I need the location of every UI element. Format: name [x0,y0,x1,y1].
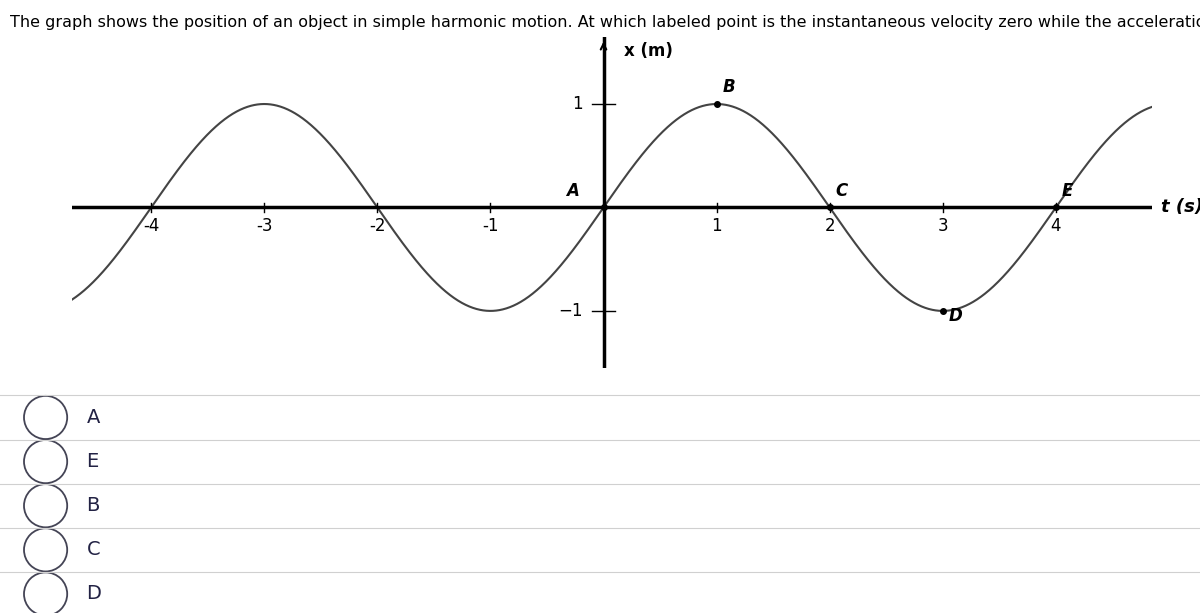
Text: C: C [86,541,100,559]
Text: E: E [1062,182,1073,200]
Text: C: C [835,182,847,200]
Text: 3: 3 [937,217,948,235]
Text: A: A [565,182,578,200]
Text: -4: -4 [143,217,160,235]
Text: 4: 4 [1051,217,1061,235]
Text: D: D [948,307,962,326]
Text: 2: 2 [824,217,835,235]
Text: A: A [86,408,100,427]
Text: E: E [86,452,98,471]
Text: B: B [86,497,100,515]
Text: -3: -3 [256,217,272,235]
Text: -2: -2 [370,217,385,235]
Text: The graph shows the position of an object in simple harmonic motion. At which la: The graph shows the position of an objec… [10,15,1200,30]
Text: -1: -1 [482,217,499,235]
Text: 1: 1 [712,217,722,235]
Text: x (m): x (m) [624,42,673,60]
Text: t (s): t (s) [1162,199,1200,216]
Text: D: D [86,585,101,603]
Text: 1: 1 [572,95,583,113]
Text: B: B [722,78,734,96]
Text: −1: −1 [559,302,583,320]
